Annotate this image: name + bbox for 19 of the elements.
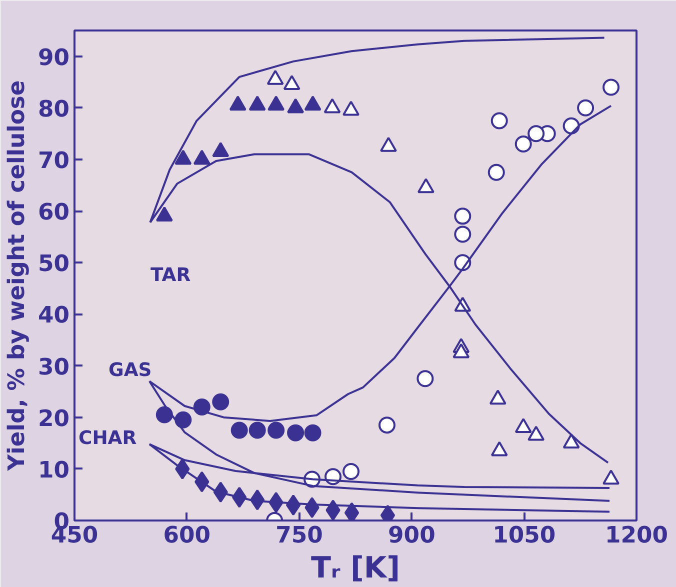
- x-tick-label: 1200: [604, 522, 668, 548]
- annotation: GAS: [108, 360, 152, 381]
- y-tick-label: 10: [38, 457, 70, 484]
- x-tick-label: 1050: [492, 522, 556, 548]
- y-tick-label: 90: [38, 44, 70, 71]
- x-tick-label: 600: [163, 522, 211, 548]
- y-tick-label: 50: [38, 251, 70, 278]
- y-tick-label: 60: [38, 200, 70, 226]
- annotation: TAR: [150, 265, 191, 286]
- x-tick-label: 750: [276, 522, 323, 548]
- y-tick-label: 40: [38, 302, 70, 329]
- y-tick-label: 20: [38, 406, 70, 432]
- y-tick-label: 80: [38, 96, 70, 122]
- x-axis-title: Tᵣ [K]: [311, 550, 400, 584]
- x-tick-label: 900: [388, 522, 436, 548]
- y-axis-title: Yield, % by weight of cellulose: [4, 80, 30, 472]
- y-tick-label: 70: [38, 148, 70, 174]
- y-tick-label: 30: [38, 354, 70, 380]
- annotation: CHAR: [78, 428, 137, 449]
